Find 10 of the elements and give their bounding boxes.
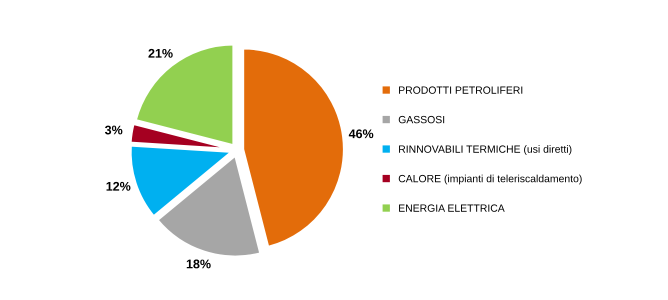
legend-label: RINNOVABILI TERMICHE (usi diretti) bbox=[399, 145, 572, 155]
legend-label: GASSOSI bbox=[398, 116, 444, 124]
legend-label: PRODOTTI PETROLIFERI bbox=[399, 86, 522, 94]
data-label: 12% bbox=[106, 182, 130, 191]
data-label: 21% bbox=[148, 48, 173, 58]
legend-label: CALORE (impianti di teleriscaldamento) bbox=[398, 174, 582, 184]
legend-label: ENERGIA ELETTRICA bbox=[399, 204, 505, 212]
data-label: 3% bbox=[104, 126, 122, 134]
data-label: 18% bbox=[186, 260, 211, 268]
data-label: 46% bbox=[348, 129, 374, 138]
